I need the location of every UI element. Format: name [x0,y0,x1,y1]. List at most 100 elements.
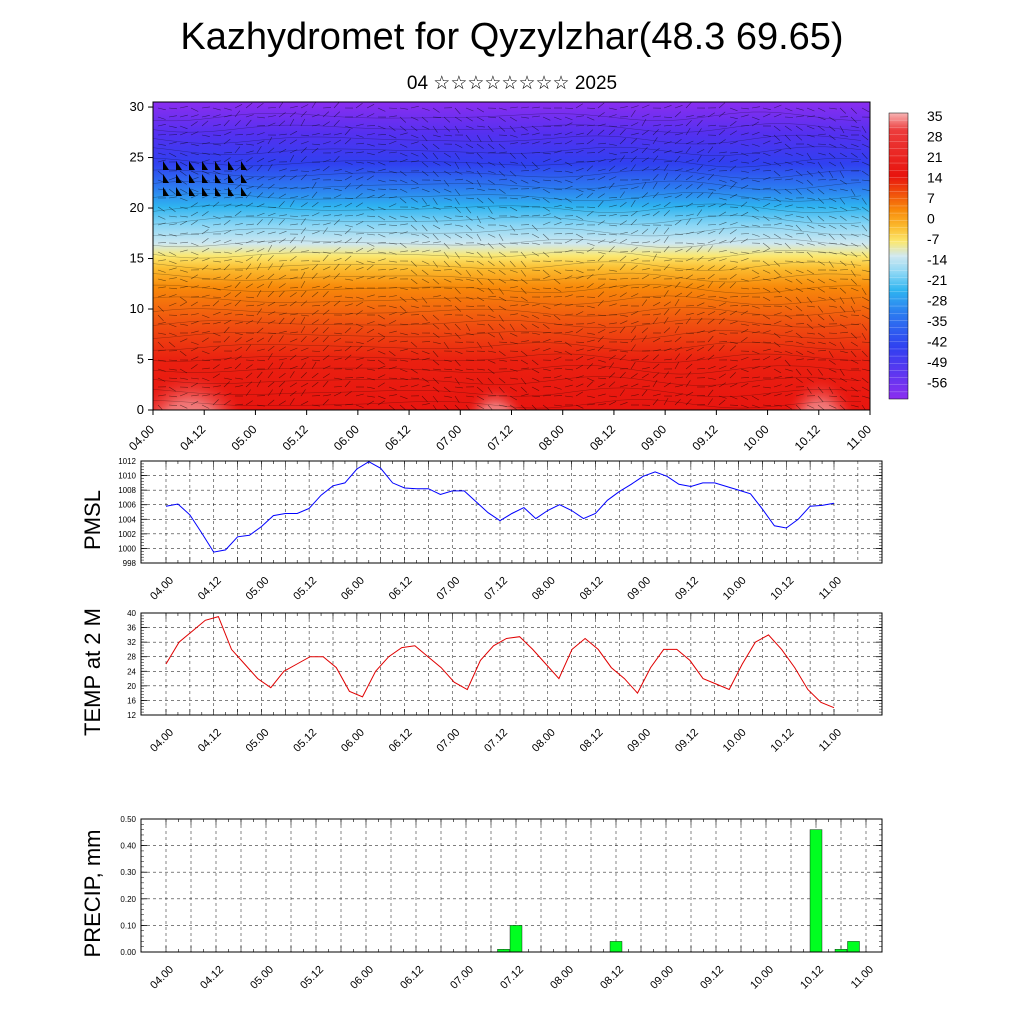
wind-barb [718,102,726,109]
wind-barb [531,314,540,319]
wind-barb [839,161,845,170]
wind-barb [542,221,551,226]
wind-barb [190,400,199,406]
wind-barb [586,357,595,361]
wind-barb [553,395,563,397]
wind-barb [806,350,815,355]
wind-barb [531,233,540,239]
wind-barb [190,202,198,208]
wind-barb [498,251,506,257]
wind-barb [773,134,781,141]
wind-barb [663,245,670,253]
wind-barb [333,150,342,154]
wind-barb [245,114,254,118]
wind-barb [817,332,825,338]
wind-barb [718,197,727,201]
wind-barb [344,238,352,244]
wind-barb [388,251,397,255]
wind-barb [465,404,471,410]
wind-barb [410,323,420,325]
wind-barb [784,278,793,283]
wind-barb [674,281,681,289]
wind-barb [157,159,166,163]
wind-barb [355,345,363,352]
wind-barb [168,152,177,157]
wind-barb [553,222,562,226]
series-line [165,461,835,553]
wind-barb [740,404,749,408]
wind-barb [498,377,506,384]
wind-barb [234,203,243,208]
wind-barb [410,350,419,355]
wind-barb [355,123,364,127]
wind-barb [289,196,298,199]
wind-barb [168,188,176,195]
wind-barb [443,188,452,193]
wind-barb [157,322,166,325]
wind-barb [410,179,419,185]
wind-barb [586,305,595,309]
wind-barb [597,300,604,307]
wind-barb [443,386,451,393]
wind-barb [234,110,241,118]
wind-barb [267,371,274,379]
wind-barb [157,124,166,127]
wind-barb [311,361,317,370]
wind-barb [729,120,737,127]
isotherm-line [153,238,862,248]
wind-barb [784,384,793,388]
wind-barb [652,313,661,316]
wind-barb [300,202,308,208]
wind-barb [234,321,243,325]
wind-barb [190,301,198,307]
wind-barb [608,214,617,217]
wind-barb [454,170,463,175]
wind-barb [443,341,449,349]
wind-barb [355,221,364,226]
wind-barb [685,371,692,379]
wind-barb [663,141,672,145]
wind-barb [465,287,475,289]
wind-barb [839,331,849,334]
wind-barb [278,201,285,208]
wind-barb [751,206,759,212]
wind-barb [157,294,166,298]
wind-barb [388,340,397,343]
wind-barb [465,215,473,221]
wind-barb [762,134,771,137]
wind-pennant [176,174,182,183]
wind-barb [168,359,178,361]
wind-barb [542,125,552,127]
wind-barb [432,161,441,166]
wind-barb [696,205,705,208]
wind-barb [553,197,562,201]
wind-barb [498,404,507,407]
wind-barb [432,188,441,194]
wind-barb [685,242,694,245]
wind-barb [509,142,518,145]
wind-barb [487,260,495,266]
wind-barb [377,233,386,238]
y-tick-label: 1008 [118,486,136,495]
wind-pennant [215,161,221,170]
wind-barb [201,377,210,382]
wind-barb [465,395,474,398]
wind-barb [751,121,759,127]
wind-barb [861,377,869,384]
wind-barb [234,120,241,127]
wind-barb [762,170,772,172]
wind-barb [762,323,772,325]
wind-barb [564,140,573,145]
wind-barb [553,215,562,220]
wind-barb [531,214,541,217]
wind-barb [729,260,738,263]
wind-barb [707,258,716,262]
wind-barb [828,197,837,202]
wind-barb [388,260,397,263]
wind-barb [795,377,803,383]
wind-barb [157,233,166,237]
wind-barb [212,195,221,199]
wind-barb [795,179,804,184]
wind-barb [597,314,607,316]
colorbar-label: -28 [927,293,947,309]
